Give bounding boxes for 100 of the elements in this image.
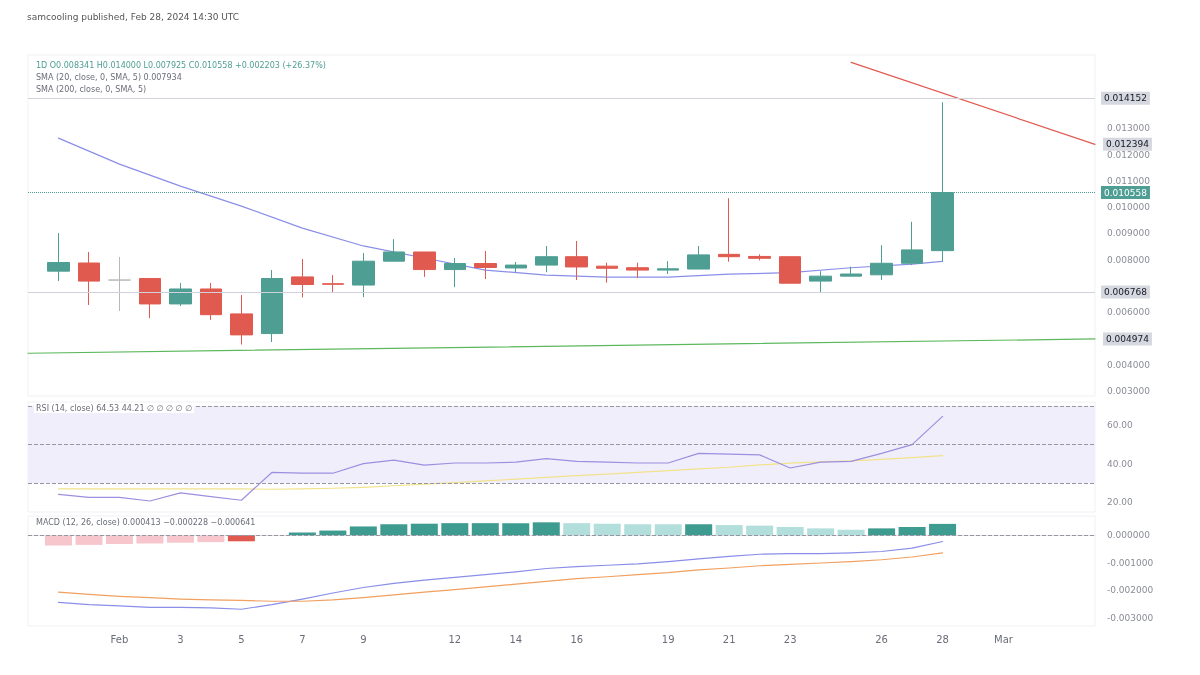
y-tick-label: 0.008000 (1107, 254, 1151, 265)
bar (715, 525, 743, 536)
candlestick (413, 251, 436, 278)
bar (654, 524, 682, 536)
candlestick (748, 253, 771, 261)
candlestick (230, 294, 253, 346)
candlestick (840, 266, 862, 277)
y-tick-label: 0.010000 (1107, 202, 1151, 213)
ref-line-label: 0.014152 (1104, 93, 1147, 104)
chart-title: samcooling published, Feb 28, 2024 14:30 UTC (27, 11, 240, 22)
candlestick (870, 244, 893, 281)
annotation: SMA (200, close, 0, SMA, 5) (36, 84, 147, 94)
bar (563, 523, 591, 536)
candlestick (352, 252, 375, 298)
bar (441, 523, 469, 536)
bar (105, 535, 133, 545)
y-tick-label: 0.012000 (1107, 149, 1151, 160)
ref-line-label: 0.006768 (1104, 286, 1148, 297)
x-tick-label: 21 (722, 633, 736, 645)
x-tick-label: 23 (783, 633, 797, 645)
annotation: SMA (20, close, 0, SMA, 5) 0.007934 (36, 72, 182, 82)
annotation: 0.004974 (1106, 333, 1150, 344)
y-tick-label: 0.000000 (1107, 530, 1151, 541)
y-tick-label: 0.004000 (1107, 359, 1151, 370)
bar (349, 526, 377, 536)
bar (410, 523, 438, 536)
bar (75, 535, 103, 545)
candlestick (718, 197, 740, 263)
x-tick-label: Mar (994, 633, 1014, 645)
line-series (57, 552, 944, 602)
bar (746, 525, 774, 536)
candlestick (505, 261, 527, 273)
x-tick-label: 3 (177, 633, 184, 645)
bar (837, 529, 865, 536)
candlestick (657, 260, 679, 275)
bar (471, 523, 499, 536)
candlestick (291, 258, 314, 298)
bar (380, 524, 408, 536)
x-tick-label: 16 (570, 633, 584, 645)
ref-line-label: 0.010558 (1104, 187, 1148, 198)
x-tick-label: 5 (238, 633, 245, 645)
annotation: 0.012394 (1106, 139, 1150, 150)
candlestick (383, 238, 405, 262)
candlestick (474, 250, 497, 280)
candlestick (261, 269, 283, 343)
candlestick (139, 277, 161, 319)
candlestick (687, 245, 710, 270)
candlestick (47, 232, 70, 282)
candlestick (535, 245, 558, 273)
y-tick-label: -0.002000 (1107, 585, 1154, 596)
candlestick (626, 262, 649, 279)
y-tick-label: -0.001000 (1107, 557, 1154, 568)
bar (624, 524, 652, 536)
x-tick-label: 26 (875, 633, 888, 645)
line-series (57, 415, 944, 502)
line-series (57, 455, 944, 490)
bar (532, 522, 560, 536)
bar (868, 528, 896, 536)
candlestick (779, 256, 801, 284)
bar (776, 527, 804, 536)
annotation: RSI (14, close) 64.53 44.21 ∅ ∅ ∅ ∅ ∅ (36, 403, 193, 413)
bar (929, 523, 957, 536)
x-tick-label: Feb (110, 633, 129, 645)
candlestick (901, 221, 923, 266)
y-tick-label: 0.013000 (1107, 123, 1151, 134)
candlestick (444, 257, 466, 288)
bar (593, 523, 621, 536)
x-tick-label: 19 (661, 633, 675, 645)
x-tick-label: 12 (448, 633, 462, 645)
bar (44, 535, 72, 546)
candlestick (169, 282, 192, 307)
line-series (57, 540, 944, 610)
y-tick-label: 0.003000 (1107, 385, 1151, 396)
bar (807, 528, 835, 536)
y-tick-label: 20.00 (1107, 497, 1134, 508)
x-tick-label: 9 (360, 633, 367, 645)
bar (136, 535, 164, 544)
y-tick-label: 0.006000 (1107, 307, 1151, 318)
x-tick-label: 28 (936, 633, 949, 645)
candlestick (809, 270, 832, 294)
candlestick (200, 282, 222, 321)
x-tick-label: 7 (299, 633, 306, 645)
annotation: 1D O0.008341 H0.014000 L0.007925 C0.010558 +0.002203 (+26.37%) (36, 60, 326, 70)
bar (502, 523, 530, 536)
bar (166, 535, 194, 543)
y-tick-label: -0.003000 (1107, 612, 1154, 623)
y-tick-label: 0.009000 (1107, 228, 1151, 239)
x-tick-label: 14 (509, 633, 523, 645)
y-tick-label: 60.00 (1107, 420, 1134, 431)
bar (685, 524, 713, 536)
candlestick (78, 251, 100, 306)
candlestick (596, 262, 618, 284)
y-tick-label: 40.00 (1107, 458, 1134, 469)
candlestick (565, 240, 588, 281)
line-series (57, 137, 944, 278)
y-tick-label: 0.011000 (1107, 175, 1151, 186)
candlestick (322, 274, 344, 293)
annotation: MACD (12, 26, close) 0.000413 −0.000228 −0.000641 (36, 517, 256, 527)
bar (898, 527, 926, 536)
candlestick (108, 256, 131, 312)
